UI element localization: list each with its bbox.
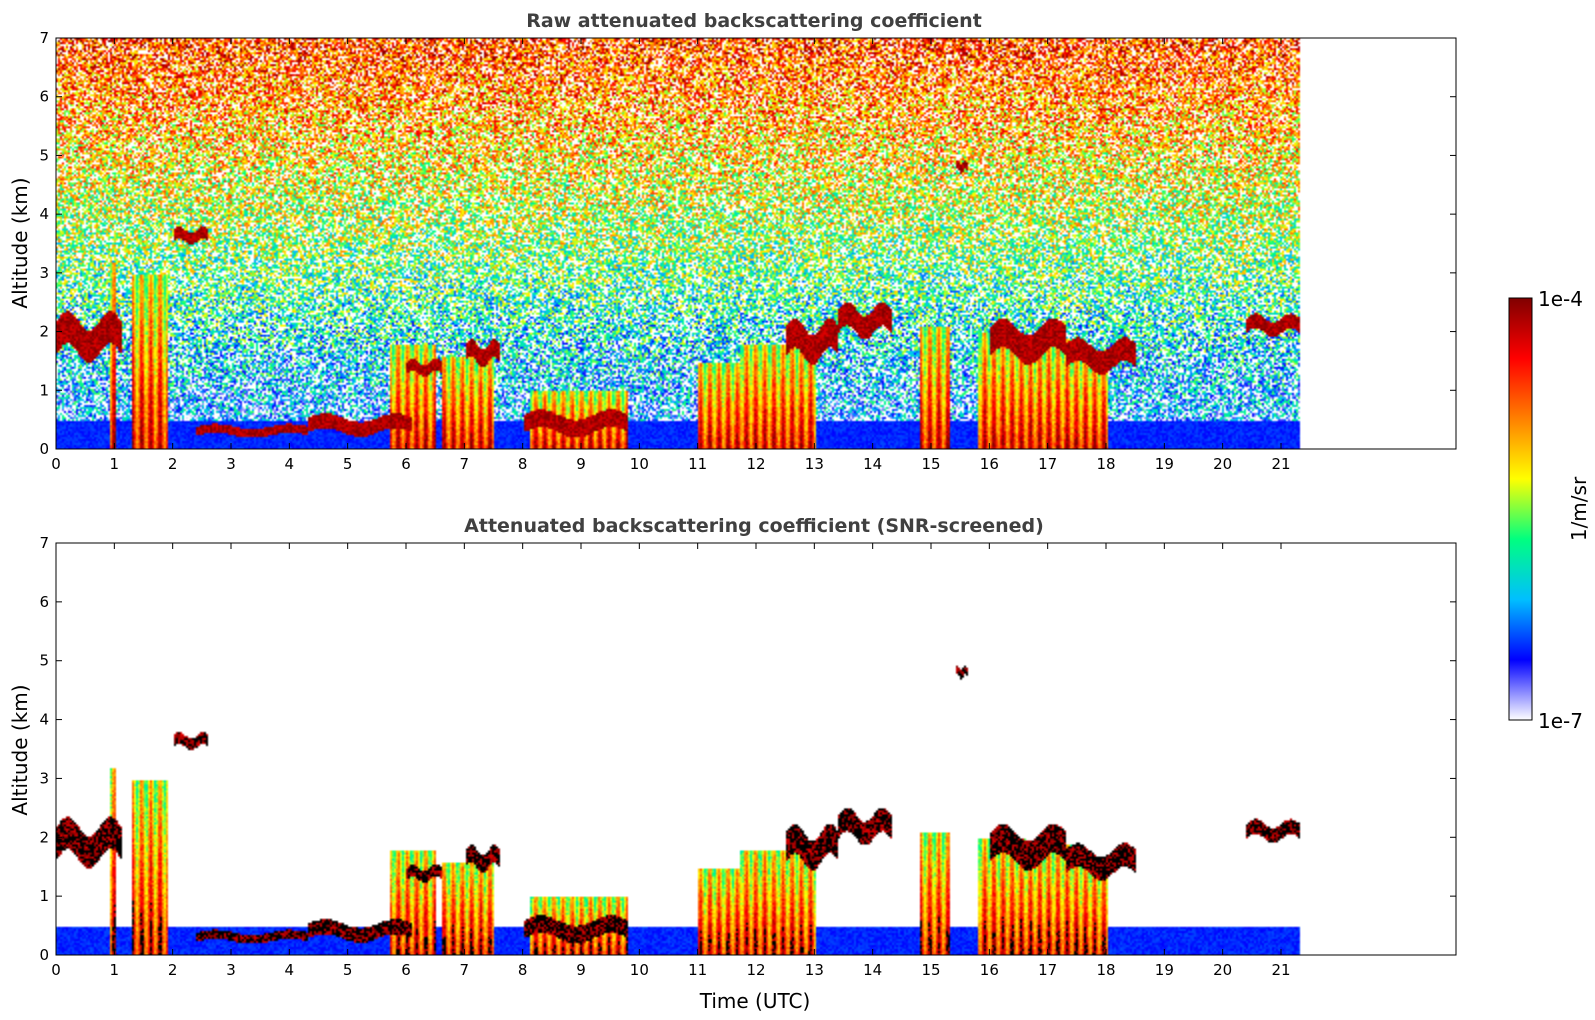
x-tick-label: 12 <box>746 961 765 979</box>
x-tick-label: 9 <box>576 961 586 979</box>
panel-raw: Raw attenuated backscattering coefficien… <box>8 10 1457 473</box>
y-tick-label: 2 <box>39 323 49 341</box>
x-tick-label: 2 <box>168 455 178 473</box>
y-tick-label: 5 <box>39 652 49 670</box>
x-tick-label: 9 <box>576 455 586 473</box>
x-tick-label: 14 <box>863 961 882 979</box>
x-tick-label: 19 <box>1155 455 1174 473</box>
y-tick-label: 1 <box>39 381 49 399</box>
colorbar-min-label: 1e-7 <box>1538 709 1583 733</box>
y-tick-label: 0 <box>39 440 49 458</box>
x-tick-label: 16 <box>980 961 999 979</box>
x-tick-label: 7 <box>460 455 470 473</box>
y-tick-label: 6 <box>39 593 49 611</box>
x-tick-label: 8 <box>518 455 528 473</box>
x-tick-label: 4 <box>285 455 295 473</box>
x-tick-label: 7 <box>460 961 470 979</box>
panel2-y-axis-label: Altitude (km) <box>8 684 32 815</box>
x-tick-label: 21 <box>1271 455 1290 473</box>
x-tick-label: 18 <box>1096 961 1115 979</box>
x-tick-label: 3 <box>226 961 236 979</box>
x-tick-label: 5 <box>343 961 353 979</box>
x-tick-label: 11 <box>688 961 707 979</box>
panel1-x-axis: 0 1 2 3 4 5 6 7 8 9 10 11 12 13 14 15 16 17 18 19 20 21 <box>51 38 1291 473</box>
x-tick-label: 17 <box>1038 455 1057 473</box>
x-tick-label: 13 <box>805 455 824 473</box>
colorbar: 1e-4 1e-7 1/m/sr <box>1508 287 1591 733</box>
panel2-x-axis: 0 1 2 3 4 5 6 7 8 9 10 11 12 13 14 15 16 17 18 19 20 21 <box>51 543 1291 979</box>
colorbar-unit-label: 1/m/sr <box>1567 476 1591 541</box>
x-tick-label: 16 <box>980 455 999 473</box>
y-tick-label: 3 <box>39 769 49 787</box>
x-tick-label: 20 <box>1213 455 1232 473</box>
x-tick-label: 10 <box>630 961 649 979</box>
x-tick-label: 2 <box>168 961 178 979</box>
y-tick-label: 7 <box>39 534 49 552</box>
x-tick-label: 19 <box>1155 961 1174 979</box>
x-tick-label: 17 <box>1038 961 1057 979</box>
y-tick-label: 5 <box>39 146 49 164</box>
colorbar-gradient <box>1508 297 1533 721</box>
y-tick-label: 2 <box>39 828 49 846</box>
x-tick-label: 0 <box>51 455 61 473</box>
panel2-heatmap-image <box>56 543 1456 955</box>
x-tick-label: 18 <box>1096 455 1115 473</box>
panel2-y-axis: 0 1 2 3 4 5 6 7 <box>39 534 1456 964</box>
x-tick-label: 3 <box>226 455 236 473</box>
x-tick-label: 0 <box>51 961 61 979</box>
x-tick-label: 11 <box>688 455 707 473</box>
x-tick-label: 15 <box>921 455 940 473</box>
x-tick-label: 21 <box>1271 961 1290 979</box>
y-tick-label: 3 <box>39 264 49 282</box>
panel2-title: Attenuated backscattering coefficient (S… <box>464 515 1044 537</box>
x-tick-label: 13 <box>805 961 824 979</box>
y-tick-label: 4 <box>39 711 49 729</box>
x-tick-label: 4 <box>285 961 295 979</box>
panel1-y-axis: 0 1 2 3 4 5 6 7 <box>39 29 1456 458</box>
panel1-heatmap-image <box>56 38 1456 449</box>
x-tick-label: 6 <box>401 961 411 979</box>
y-tick-label: 1 <box>39 887 49 905</box>
y-tick-label: 6 <box>39 88 49 106</box>
panel1-title: Raw attenuated backscattering coefficien… <box>526 10 982 32</box>
y-tick-label: 7 <box>39 29 49 47</box>
colorbar-max-label: 1e-4 <box>1538 287 1583 311</box>
x-tick-label: 14 <box>863 455 882 473</box>
panel-snr-screened: Attenuated backscattering coefficient (S… <box>8 515 1457 1013</box>
x-tick-label: 1 <box>110 455 120 473</box>
y-tick-label: 0 <box>39 946 49 964</box>
x-tick-label: 20 <box>1213 961 1232 979</box>
x-axis-label: Time (UTC) <box>699 989 811 1013</box>
panel1-y-axis-label: Altitude (km) <box>8 177 32 308</box>
x-tick-label: 1 <box>110 961 120 979</box>
y-tick-label: 4 <box>39 205 49 223</box>
x-tick-label: 6 <box>401 455 411 473</box>
x-tick-label: 12 <box>746 455 765 473</box>
x-tick-label: 5 <box>343 455 353 473</box>
x-tick-label: 10 <box>630 455 649 473</box>
x-tick-label: 15 <box>921 961 940 979</box>
x-tick-label: 8 <box>518 961 528 979</box>
